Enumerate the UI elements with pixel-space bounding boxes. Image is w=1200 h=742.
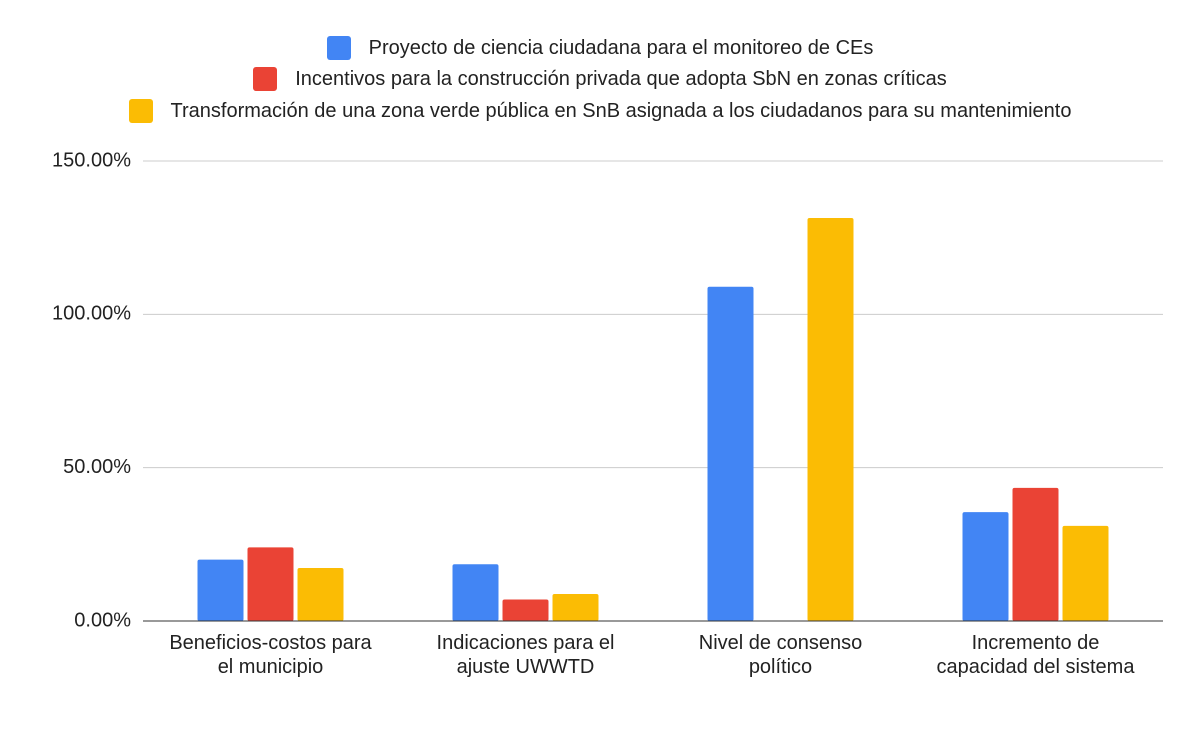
legend-swatch [326, 36, 351, 60]
legend-item: Incentivos para la construcción privada … [0, 67, 1200, 91]
x-tick-label: Incremento de capacidad del sistema [936, 632, 1135, 678]
legend-item: Transformación de una zona verde pública… [0, 99, 1200, 123]
bar [962, 512, 1009, 621]
legend-swatch [253, 67, 278, 91]
bar [1012, 487, 1059, 621]
legend-label: Transformación de una zona verde pública… [170, 99, 1072, 122]
x-tick-label: Nivel de consenso político [698, 632, 863, 678]
bar [707, 286, 754, 621]
bar [807, 218, 854, 622]
bar [552, 594, 599, 621]
y-tick-label: 100.00% [52, 303, 131, 325]
x-tick-label: Beneficios-costos para el municipio [169, 632, 372, 678]
y-tick-label: 0.00% [74, 609, 131, 631]
bar [1062, 525, 1109, 621]
bar [197, 559, 244, 621]
x-tick-label: Indicaciones para el ajuste UWWTD [436, 632, 615, 678]
bar [297, 567, 344, 621]
y-tick-label: 50.00% [63, 456, 131, 478]
legend-label: Proyecto de ciencia ciudadana para el mo… [368, 36, 874, 59]
bar [452, 564, 499, 621]
bar [502, 599, 549, 621]
bar [247, 547, 294, 621]
legend-label: Incentivos para la construcción privada … [295, 67, 947, 90]
legend-item: Proyecto de ciencia ciudadana para el mo… [0, 36, 1200, 60]
legend-swatch [128, 99, 153, 123]
y-tick-label: 150.00% [52, 149, 131, 171]
